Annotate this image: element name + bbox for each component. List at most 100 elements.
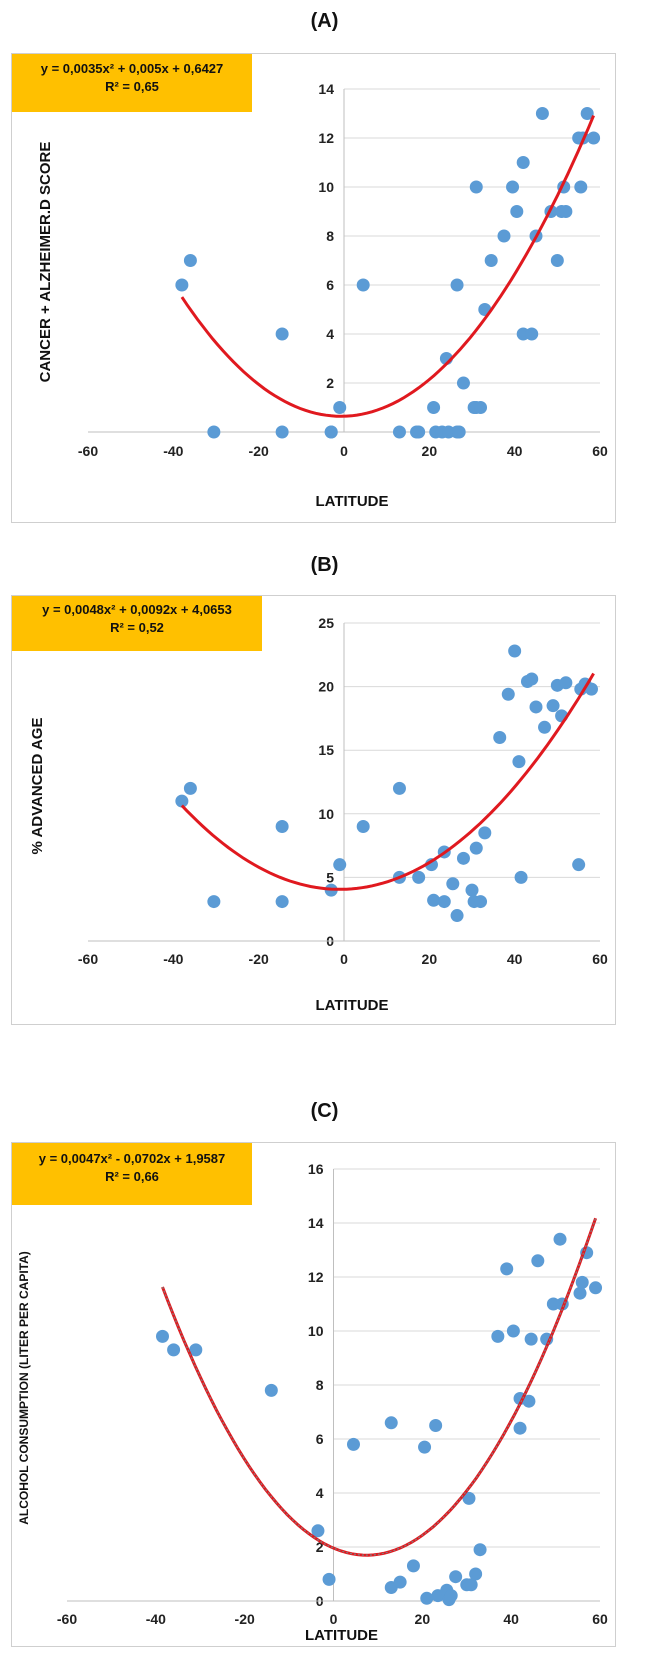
data-point [497, 229, 511, 243]
x-tick-label: 20 [422, 951, 438, 967]
data-point [574, 180, 588, 194]
data-point [450, 278, 464, 292]
data-point [412, 870, 426, 884]
x-axis-title: LATITUDE [315, 997, 388, 1014]
trendline [180, 115, 595, 418]
data-point [587, 131, 601, 145]
data-point [275, 895, 289, 909]
data-point [452, 425, 466, 439]
chart-panel-c: y = 0,0047x² - 0,0702x + 1,9587 R² = 0,6… [11, 1142, 616, 1647]
data-point [516, 156, 530, 169]
data-point [474, 895, 488, 909]
data-point [346, 1437, 360, 1451]
y-tick-label: 12 [318, 130, 334, 146]
x-tick-label: 60 [592, 1611, 608, 1627]
x-tick-label: 40 [503, 1611, 519, 1627]
chart-panel-a: y = 0,0035x² + 0,005x + 0,6427 R² = 0,65… [11, 53, 616, 523]
data-point [575, 1275, 589, 1289]
y-tick-label: 2 [316, 1539, 324, 1555]
x-tick-label: -60 [57, 1611, 77, 1627]
y-tick-label: 5 [326, 869, 334, 885]
data-point [412, 425, 426, 439]
data-point [333, 401, 347, 414]
data-point [469, 841, 483, 855]
data-point [508, 644, 522, 658]
data-point [189, 1343, 203, 1357]
data-point [406, 1559, 420, 1573]
trendline [180, 672, 595, 891]
data-point [506, 1324, 520, 1338]
data-point [437, 895, 451, 909]
data-point [450, 909, 464, 923]
data-point [207, 425, 221, 439]
data-point [333, 858, 347, 872]
y-tick-label: 8 [326, 228, 334, 244]
data-point [446, 877, 460, 891]
x-tick-label: 60 [592, 443, 608, 459]
trendline-equation: y = 0,0047x² - 0,0702x + 1,9587 [38, 1151, 226, 1166]
y-tick-label: 8 [316, 1377, 324, 1393]
data-point [500, 1262, 514, 1276]
chart-panel-b: y = 0,0048x² + 0,0092x + 4,0653 R² = 0,5… [11, 595, 616, 1025]
data-point [183, 254, 197, 267]
x-tick-label: -20 [235, 1611, 255, 1627]
data-point [449, 1570, 463, 1584]
data-point [420, 1591, 434, 1605]
data-point [559, 676, 573, 690]
data-point [506, 180, 520, 194]
data-point [444, 1589, 458, 1603]
data-point [469, 180, 483, 194]
data-point [356, 278, 370, 292]
data-point [456, 851, 470, 865]
data-point [529, 700, 543, 714]
data-point [469, 1567, 483, 1581]
data-point [456, 376, 470, 390]
data-point [512, 755, 526, 769]
data-point [572, 858, 586, 872]
x-tick-label: -60 [78, 443, 98, 459]
x-tick-label: -60 [78, 951, 98, 967]
data-point [553, 1232, 567, 1246]
y-tick-label: 14 [318, 81, 334, 97]
data-point [275, 820, 289, 834]
data-point [573, 1286, 587, 1300]
y-tick-label: 2 [326, 375, 334, 391]
data-point [464, 1578, 478, 1592]
x-tick-label: 0 [340, 443, 348, 459]
data-point [392, 425, 406, 439]
x-axis-title: LATITUDE [305, 1627, 378, 1644]
x-tick-label: -20 [249, 443, 269, 459]
data-point [513, 1421, 527, 1435]
x-tick-label: 20 [422, 443, 438, 459]
data-point [546, 699, 560, 713]
y-tick-label: 25 [318, 615, 334, 631]
data-point [424, 858, 438, 872]
x-tick-label: -40 [146, 1611, 166, 1627]
y-tick-label: 12 [308, 1269, 324, 1285]
panel-label-c: (C) [310, 1100, 339, 1122]
data-point [474, 401, 488, 414]
data-point [550, 254, 564, 267]
y-tick-label: 10 [318, 179, 334, 195]
data-point [559, 205, 573, 218]
y-tick-label: 20 [318, 679, 334, 695]
x-tick-label: 60 [592, 951, 608, 967]
y-tick-label: 6 [316, 1431, 324, 1447]
data-point [531, 1254, 545, 1268]
x-tick-label: 40 [507, 443, 523, 459]
data-point [167, 1343, 181, 1357]
data-point [175, 278, 189, 292]
x-tick-label: 0 [330, 1611, 338, 1627]
y-tick-label: 10 [318, 806, 334, 822]
data-point [275, 425, 289, 439]
y-tick-label: 4 [316, 1485, 324, 1501]
data-point [514, 870, 528, 884]
x-axis-title: LATITUDE [315, 493, 388, 510]
r-squared-label: R² = 0,66 [105, 1168, 159, 1184]
data-point [356, 820, 370, 834]
y-axis-title: CANCER + ALZHEIMER.D SCORE [37, 142, 54, 383]
data-point [264, 1383, 278, 1397]
data-point [155, 1329, 169, 1343]
trendline-equation: y = 0,0035x² + 0,005x + 0,6427 [40, 61, 224, 76]
